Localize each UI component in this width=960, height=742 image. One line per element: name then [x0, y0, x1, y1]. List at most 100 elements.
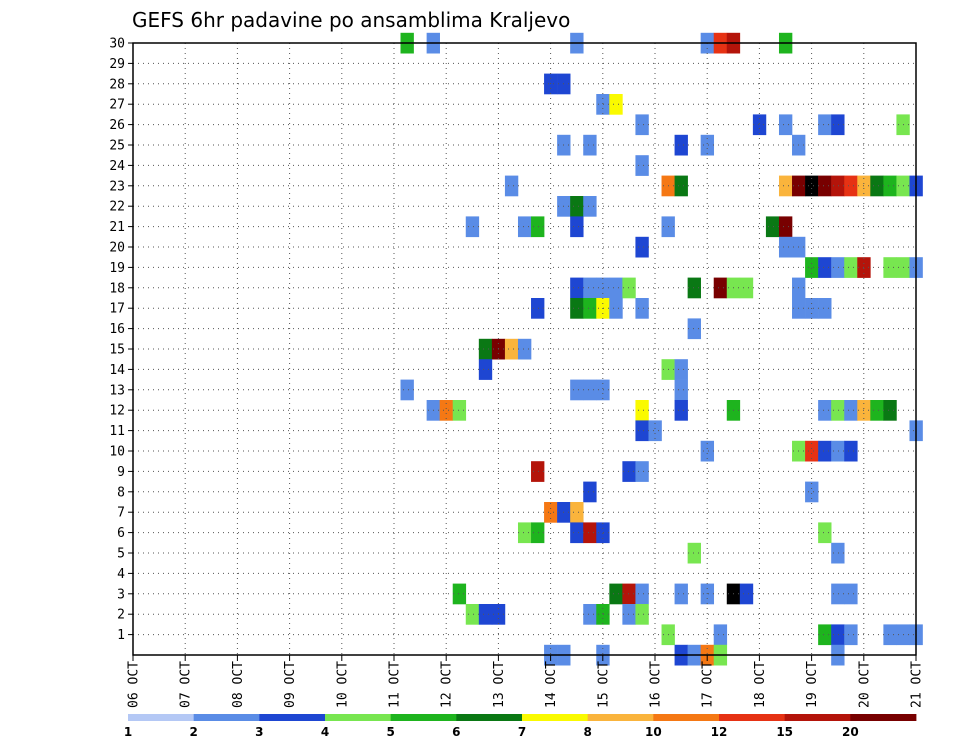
legend-label: 8 — [583, 725, 591, 739]
heatmap-cell — [687, 277, 701, 299]
heatmap-cells — [400, 32, 923, 666]
x-tick-label: 10 OCT — [335, 661, 350, 708]
heatmap-cell — [570, 502, 584, 523]
y-tick-label: 23 — [109, 179, 125, 194]
heatmap-cell — [504, 338, 519, 360]
x-tick-label: 15 OCT — [596, 661, 611, 708]
y-tick-label: 2 — [117, 608, 125, 623]
heatmap-cell — [635, 583, 649, 605]
legend-swatch — [587, 714, 654, 721]
y-tick-label: 11 — [109, 424, 125, 439]
heatmap-cell — [635, 400, 649, 421]
heatmap-cell — [883, 175, 897, 197]
y-tick-label: 7 — [117, 506, 125, 521]
heatmap-cell — [687, 542, 701, 564]
y-tick-label: 3 — [117, 587, 125, 602]
heatmap-cell — [465, 216, 480, 238]
heatmap-cell — [635, 155, 649, 176]
y-tick-label: 20 — [109, 241, 125, 256]
heatmap-cell — [713, 624, 728, 646]
legend-swatch — [456, 714, 523, 721]
heatmap-cell — [831, 583, 845, 605]
x-tick-label: 12 OCT — [440, 661, 455, 708]
y-tick-label: 21 — [109, 220, 125, 235]
heatmap-cell — [596, 522, 610, 544]
heatmap-cell — [478, 604, 493, 625]
legend-label: 15 — [776, 725, 793, 739]
y-tick-label: 14 — [109, 363, 125, 378]
heatmap-cell — [739, 277, 754, 299]
heatmap-cell — [583, 298, 597, 319]
heatmap-cell — [805, 257, 819, 278]
heatmap-cell — [609, 94, 623, 115]
heatmap-cell — [544, 502, 558, 523]
legend-swatch — [653, 714, 720, 721]
heatmap-cell — [844, 624, 858, 646]
heatmap-cell — [674, 379, 688, 401]
heatmap-cell — [674, 400, 688, 421]
heatmap-cell — [465, 604, 480, 625]
heatmap-cell — [818, 624, 832, 646]
heatmap-cell — [570, 196, 584, 217]
heatmap-cell — [674, 175, 688, 197]
heatmap-cell — [831, 542, 845, 564]
legend-label: 10 — [645, 725, 662, 739]
y-tick-label: 9 — [117, 465, 125, 480]
chart-title: GEFS 6hr padavine po ansamblima Kraljevo — [132, 8, 570, 32]
heatmap-cell — [818, 114, 832, 136]
legend-swatch — [719, 714, 786, 721]
heatmap-cell — [452, 583, 467, 605]
heatmap-cell — [517, 216, 532, 238]
heatmap-cell — [648, 420, 662, 442]
legend-swatch — [850, 714, 917, 721]
heatmap-cell — [883, 624, 897, 646]
heatmap-cell — [635, 114, 649, 136]
legend-label: 2 — [189, 725, 197, 739]
heatmap-cell — [818, 522, 832, 544]
heatmap-cell — [570, 522, 584, 544]
y-tick-label: 19 — [109, 261, 125, 276]
heatmap-cell — [818, 440, 832, 462]
x-tick-label: 06 OCT — [127, 661, 142, 708]
y-tick-label: 22 — [109, 200, 125, 215]
y-tick-label: 12 — [109, 404, 125, 419]
heatmap-cell — [439, 400, 454, 421]
heatmap-cell — [831, 440, 845, 462]
heatmap-cell — [596, 604, 610, 625]
heatmap-cell — [844, 583, 858, 605]
color-legend: 1 2 3 4 5 6 7 8 10 12 15 20 — [124, 714, 917, 739]
y-tick-label: 17 — [109, 302, 125, 317]
heatmap-cell — [778, 175, 793, 197]
x-tick-label: 18 OCT — [753, 661, 768, 708]
heatmap-cell — [504, 175, 519, 197]
legend-label: 3 — [255, 725, 263, 739]
heatmap-cell — [596, 379, 610, 401]
heatmap-cell — [818, 175, 832, 197]
grid — [133, 43, 916, 655]
heatmap-cell — [844, 440, 858, 462]
heatmap-cell — [609, 277, 623, 299]
heatmap-cell — [700, 440, 715, 462]
heatmap-cell — [844, 175, 858, 197]
x-tick-label: 19 OCT — [805, 661, 820, 708]
heatmap-cell — [870, 175, 884, 197]
heatmap-cell — [583, 134, 597, 156]
legend-swatch — [325, 714, 392, 721]
heatmap-cell — [478, 338, 493, 360]
y-tick-label: 28 — [109, 77, 125, 92]
heatmap-cell — [883, 400, 897, 421]
y-tick-label: 24 — [109, 159, 125, 174]
heatmap-cell — [622, 604, 636, 625]
y-tick-label: 29 — [109, 57, 125, 72]
x-tick-label: 14 OCT — [544, 661, 559, 708]
heatmap-cell — [635, 461, 649, 482]
heatmap-cell — [570, 298, 584, 319]
y-tick-label: 15 — [109, 343, 125, 358]
y-tick-label: 1 — [117, 628, 125, 643]
heatmap-cell — [831, 114, 845, 136]
y-tick-label: 13 — [109, 383, 125, 398]
heatmap-cell — [805, 440, 819, 462]
legend-swatch — [784, 714, 851, 721]
heatmap-cell — [818, 400, 832, 421]
heatmap-cell — [674, 359, 688, 380]
